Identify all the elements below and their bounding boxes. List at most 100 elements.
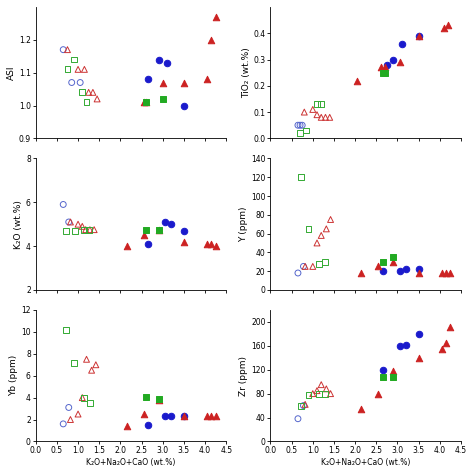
Point (402, 265, 410, 273)
Point (67, 218, 74, 226)
Point (390, 373, 397, 381)
Point (305, 391, 312, 399)
Point (155, 226, 162, 234)
Point (318, 381, 325, 389)
X-axis label: K₂O+Na₂O+CaO (wt.%): K₂O+Na₂O+CaO (wt.%) (321, 458, 410, 467)
Point (161, 218, 169, 226)
Point (440, 24, 448, 32)
Point (297, 173, 305, 181)
Point (155, 395, 162, 402)
Point (398, 40, 405, 47)
Point (65, 404, 73, 411)
Point (83, 356, 91, 363)
Point (313, 387, 321, 394)
Point (144, 421, 152, 429)
Point (326, 114, 334, 121)
Point (88, 366, 95, 374)
Point (297, 402, 305, 410)
Point (379, 267, 386, 275)
Point (144, 75, 152, 83)
Point (381, 69, 389, 76)
Point (203, 240, 211, 248)
Point (390, 56, 397, 64)
Point (92, 361, 100, 369)
Y-axis label: Y (ppm): Y (ppm) (239, 207, 248, 242)
Point (155, 396, 162, 403)
Point (93, 95, 101, 103)
Point (442, 269, 450, 277)
Point (313, 100, 321, 108)
Point (180, 238, 188, 246)
Point (180, 102, 188, 109)
Y-axis label: K₂O (wt.%): K₂O (wt.%) (14, 200, 23, 249)
Point (415, 265, 422, 273)
Point (208, 240, 215, 248)
Point (415, 32, 422, 40)
Point (76, 79, 84, 86)
Point (327, 216, 334, 223)
Point (85, 226, 92, 234)
Point (321, 258, 328, 265)
Point (309, 263, 317, 270)
Point (144, 240, 152, 248)
Point (81, 226, 88, 234)
Point (71, 227, 79, 235)
Point (203, 412, 211, 420)
Point (59, 46, 67, 54)
Point (70, 56, 78, 64)
X-axis label: K₂O+Na₂O+CaO (wt.%): K₂O+Na₂O+CaO (wt.%) (86, 458, 176, 467)
Point (402, 341, 410, 348)
Point (377, 64, 384, 71)
Point (212, 412, 219, 420)
Point (167, 220, 175, 228)
Point (358, 269, 365, 277)
Point (212, 242, 219, 250)
Point (123, 242, 130, 250)
Point (354, 77, 361, 84)
Point (315, 390, 323, 397)
Point (159, 79, 166, 86)
Point (438, 269, 446, 277)
Point (86, 399, 94, 407)
Point (309, 106, 317, 113)
Point (301, 401, 309, 408)
Point (315, 260, 323, 267)
Point (415, 32, 422, 40)
Point (161, 412, 169, 420)
Point (59, 201, 67, 208)
Point (74, 220, 82, 228)
Point (381, 64, 389, 71)
Point (299, 121, 306, 129)
Point (379, 69, 386, 76)
Point (167, 412, 175, 420)
Point (82, 226, 90, 234)
Point (159, 95, 166, 103)
Point (294, 121, 302, 129)
Point (79, 89, 86, 96)
Point (155, 226, 162, 234)
Point (208, 36, 215, 44)
Point (390, 253, 397, 261)
Point (70, 359, 78, 366)
Point (91, 226, 98, 234)
Point (358, 405, 365, 412)
Point (390, 367, 397, 375)
Point (318, 232, 325, 239)
Point (155, 56, 162, 64)
Point (301, 108, 308, 116)
Point (322, 385, 330, 392)
Point (81, 65, 88, 73)
Point (140, 99, 147, 106)
Point (74, 410, 82, 418)
Point (379, 366, 386, 374)
Point (322, 114, 329, 121)
Point (63, 227, 70, 235)
Point (140, 231, 147, 239)
Point (142, 99, 150, 106)
Point (390, 258, 397, 265)
Point (83, 99, 91, 106)
Point (305, 225, 312, 233)
Point (86, 226, 94, 234)
Point (123, 422, 130, 430)
Point (180, 227, 188, 235)
